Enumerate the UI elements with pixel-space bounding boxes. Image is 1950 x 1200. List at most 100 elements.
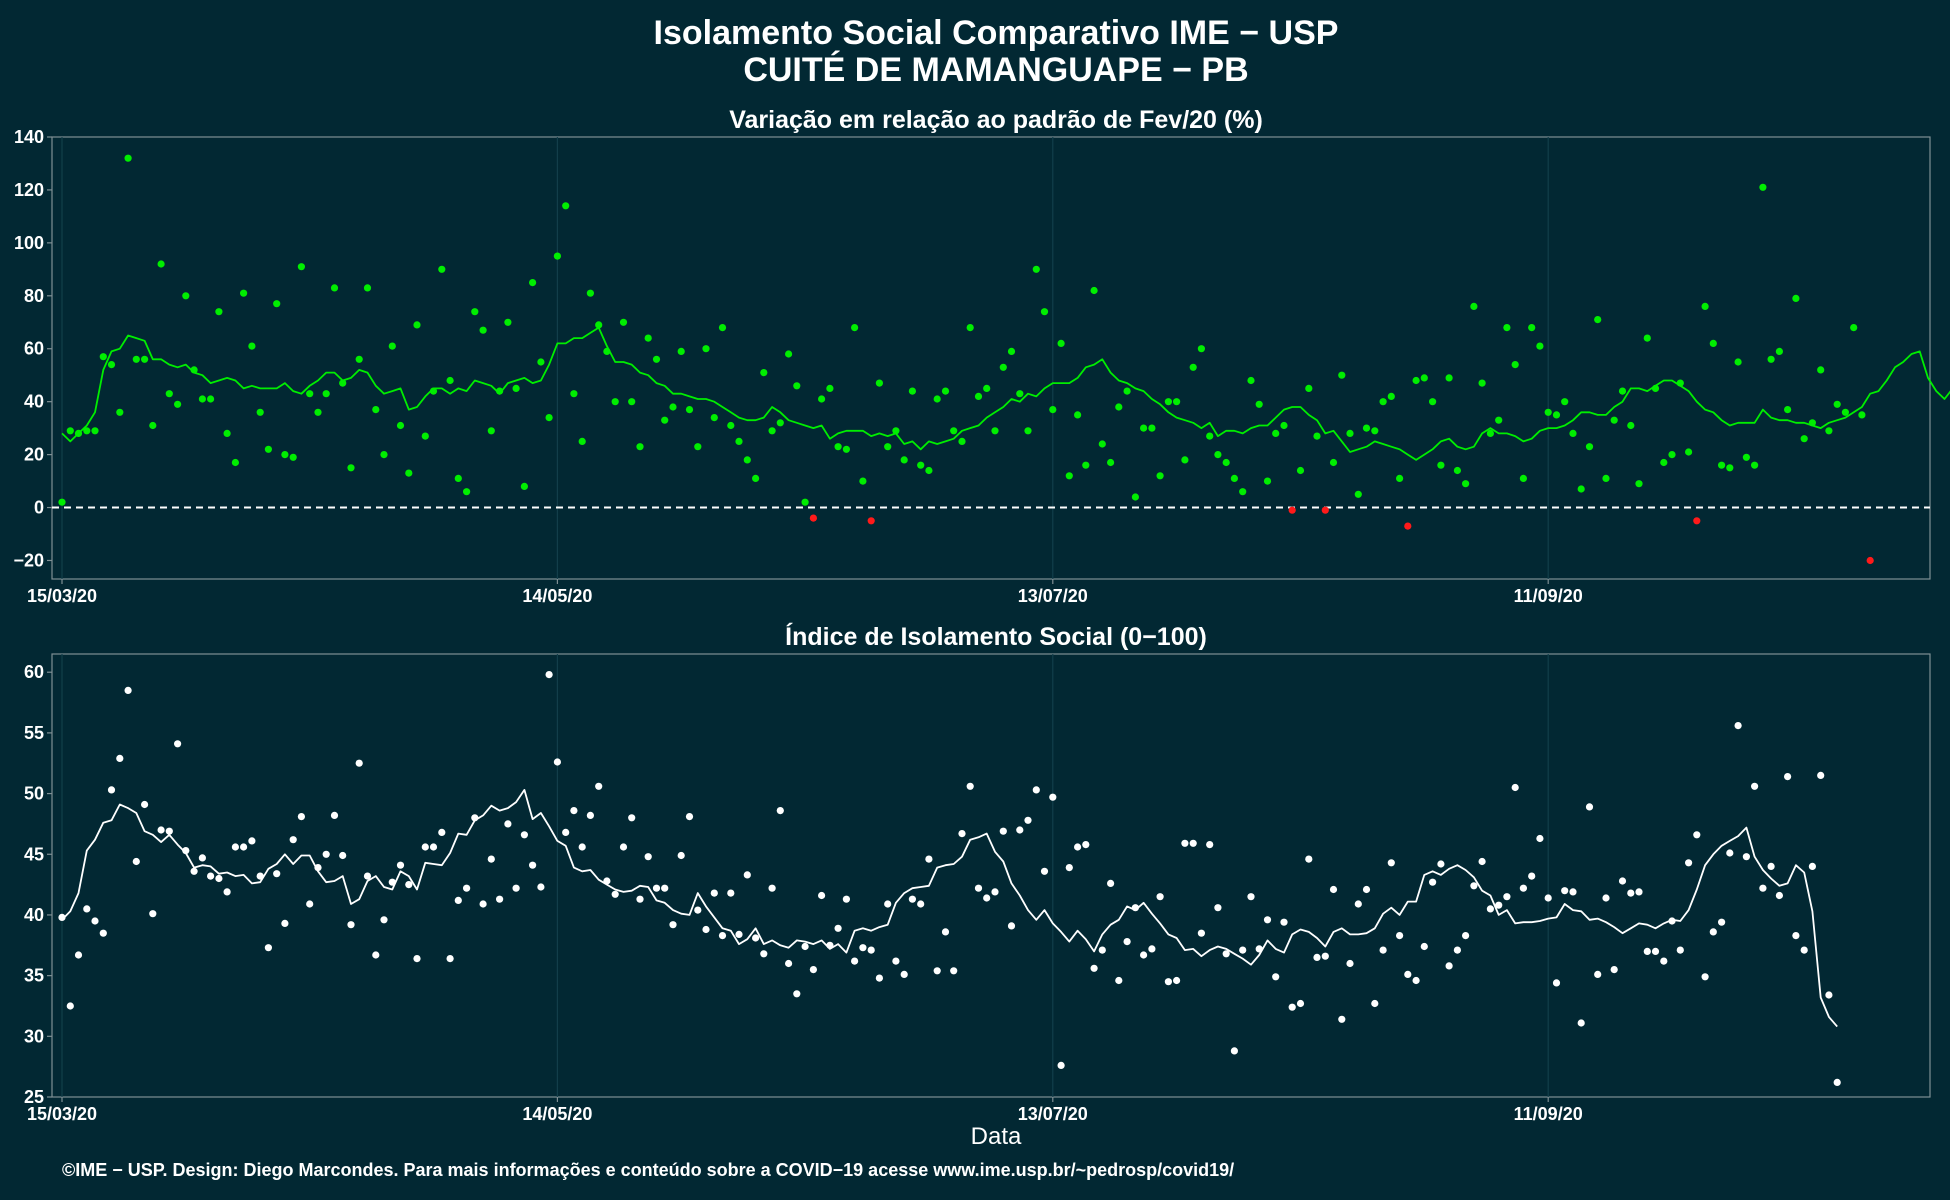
data-point (1090, 964, 1098, 972)
data-point (884, 443, 892, 451)
data-point (91, 427, 99, 435)
data-point (1387, 392, 1395, 400)
data-point (1503, 893, 1511, 901)
data-point (1255, 400, 1263, 408)
x-tick-label: 14/05/20 (522, 586, 592, 606)
data-point (1338, 371, 1346, 379)
data-point (1866, 556, 1874, 565)
data-point (207, 395, 215, 403)
data-point (652, 884, 661, 892)
data-point (1371, 427, 1379, 435)
data-point (132, 355, 140, 363)
data-point (834, 443, 842, 451)
data-point (429, 387, 438, 395)
data-point (661, 416, 669, 424)
y-tick-label: 40 (24, 392, 44, 412)
data-point (1329, 885, 1338, 894)
data-point (83, 427, 91, 435)
data-point (413, 321, 421, 329)
data-point (974, 392, 983, 400)
data-point (545, 671, 553, 679)
data-point (446, 955, 454, 963)
data-point (570, 390, 578, 398)
data-point (223, 888, 231, 896)
data-point (1346, 959, 1354, 968)
data-point (884, 900, 892, 908)
data-point (330, 284, 339, 292)
data-point (1676, 379, 1684, 387)
data-point (1528, 324, 1536, 332)
data-point (818, 395, 826, 403)
data-point (801, 498, 809, 506)
data-point (999, 827, 1007, 835)
data-point (908, 895, 917, 903)
y-tick-label: 100 (14, 233, 44, 253)
chart-subtitle: CUITÉ DE MAMANGUAPE − PB (743, 51, 1248, 89)
data-point (388, 878, 396, 886)
data-point (264, 944, 272, 952)
data-point (1354, 490, 1362, 498)
data-point (1263, 916, 1272, 924)
data-point (875, 379, 884, 387)
data-point (1709, 928, 1717, 936)
data-point (1420, 374, 1428, 382)
data-point (512, 384, 520, 392)
data-point (273, 300, 281, 308)
data-point (1362, 885, 1371, 894)
data-point (165, 827, 173, 835)
data-point (1445, 962, 1453, 970)
data-point (1569, 429, 1577, 437)
data-point (851, 324, 859, 332)
data-point (867, 946, 875, 954)
data-point (636, 895, 644, 903)
variation-panel: 15/03/20 14/05/20 13/07/20 11/09/20 −20 0 20 40… (13, 127, 1950, 606)
data-point (1338, 1015, 1346, 1023)
data-point (124, 154, 132, 162)
data-point (240, 843, 248, 851)
data-point (1833, 1078, 1841, 1086)
data-point (1263, 477, 1272, 485)
data-point (66, 427, 74, 435)
data-point (1049, 793, 1057, 801)
data-point (264, 445, 272, 453)
data-point (562, 202, 570, 210)
data-point (1032, 265, 1040, 273)
data-point (1024, 427, 1032, 435)
panel-frame (51, 653, 1931, 1098)
data-point (785, 350, 793, 358)
data-point (99, 353, 107, 361)
data-point (1164, 398, 1172, 406)
data-point (1742, 453, 1750, 461)
data-point (892, 957, 900, 965)
data-point (1577, 485, 1585, 493)
data-point (1437, 461, 1445, 469)
data-point (1800, 435, 1808, 443)
data-point (1635, 480, 1643, 488)
data-point (240, 289, 248, 297)
data-point (1404, 522, 1412, 530)
data-point (925, 855, 933, 863)
data-point (1255, 945, 1263, 953)
data-point (1536, 342, 1544, 350)
y-tick-label: 55 (24, 723, 44, 743)
data-point (1437, 860, 1445, 868)
data-point (1850, 324, 1858, 332)
data-point (355, 355, 363, 363)
data-point (1808, 419, 1816, 427)
data-point (1429, 398, 1437, 406)
data-point (496, 895, 504, 903)
data-point (1164, 978, 1172, 986)
data-point (1321, 952, 1329, 960)
data-point (107, 361, 116, 369)
data-point (215, 308, 223, 316)
data-point (685, 406, 694, 414)
data-point (1387, 859, 1395, 867)
data-point (1784, 773, 1792, 781)
data-point (1239, 488, 1247, 496)
data-point (454, 474, 462, 482)
data-point (826, 384, 834, 392)
data-point (983, 384, 991, 392)
data-point (1685, 448, 1693, 456)
data-point (396, 421, 405, 430)
